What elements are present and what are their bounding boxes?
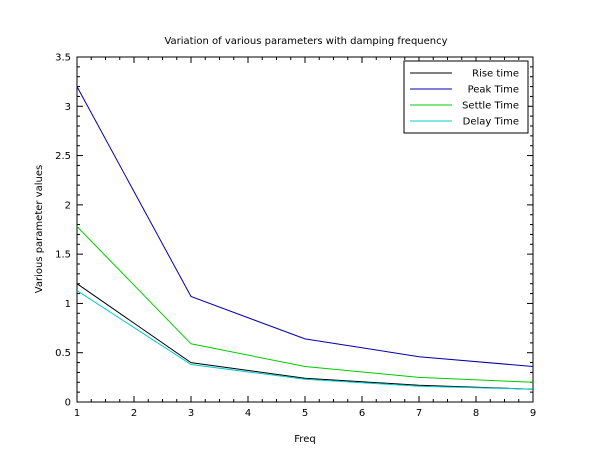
series-lines bbox=[76, 86, 534, 390]
series-line-peak-time bbox=[76, 86, 534, 367]
x-tick-label: 1 bbox=[74, 408, 80, 419]
chart-title: Variation of various parameters with dam… bbox=[164, 36, 447, 47]
x-tick-label: 3 bbox=[188, 408, 194, 419]
legend-label-delay-time: Delay Time bbox=[463, 117, 519, 128]
x-tick-label: 6 bbox=[359, 408, 365, 419]
legend-label-peak-time: Peak Time bbox=[468, 85, 519, 96]
y-tick-label: 2.5 bbox=[55, 151, 71, 162]
y-tick-label: 1.5 bbox=[55, 250, 71, 261]
y-tick-label: 0 bbox=[65, 398, 71, 409]
x-axis-label: Freq bbox=[294, 434, 315, 445]
x-tick-label: 7 bbox=[416, 408, 422, 419]
x-axis-ticks: 1 2 3 4 5 6 7 8 9 bbox=[74, 57, 536, 419]
x-tick-label: 2 bbox=[131, 408, 137, 419]
y-axis-ticks: 0 0.5 1 1.5 2 2.5 3 3.5 bbox=[55, 53, 533, 409]
x-tick-label: 9 bbox=[530, 408, 536, 419]
legend-items: Rise time Peak Time Settle Time Delay Time bbox=[410, 69, 519, 128]
y-axis-label: Various parameter values bbox=[34, 165, 45, 293]
series-line-settle-time bbox=[76, 226, 534, 383]
y-tick-label: 0.5 bbox=[55, 348, 71, 359]
y-tick-label: 1 bbox=[65, 299, 71, 310]
y-tick-label: 3 bbox=[65, 102, 71, 113]
series-line-rise-time bbox=[76, 283, 534, 390]
y-tick-label: 2 bbox=[65, 200, 71, 211]
legend-label-settle-time: Settle Time bbox=[462, 101, 519, 112]
x-tick-label: 4 bbox=[245, 408, 251, 419]
y-tick-label: 3.5 bbox=[55, 53, 71, 64]
series-line-delay-time bbox=[76, 290, 534, 390]
legend: Rise time Peak Time Settle Time Delay Time bbox=[403, 60, 529, 134]
legend-label-rise-time: Rise time bbox=[472, 69, 519, 80]
x-tick-label: 8 bbox=[473, 408, 479, 419]
x-tick-label: 5 bbox=[302, 408, 308, 419]
